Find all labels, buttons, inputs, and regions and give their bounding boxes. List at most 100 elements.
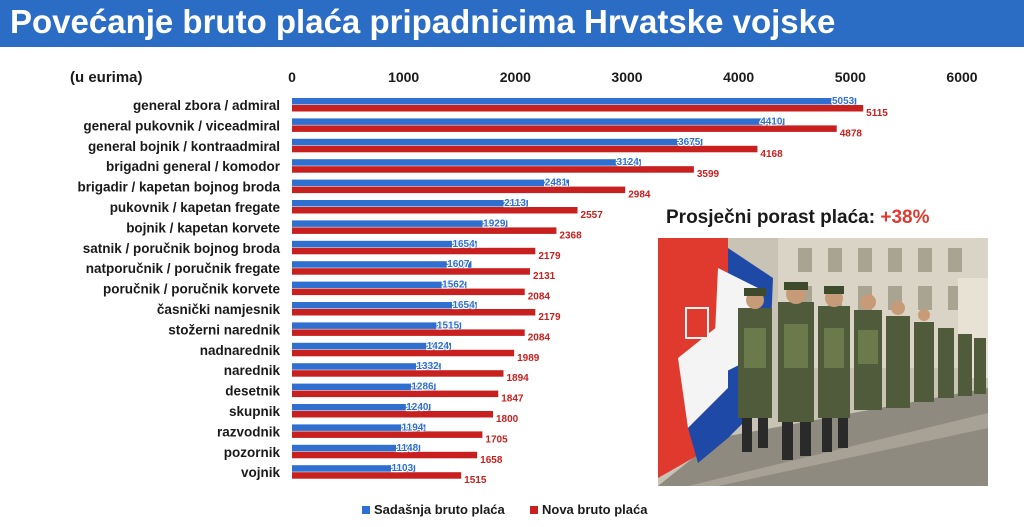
- bar-new: [292, 329, 525, 336]
- value-label-new: 1515: [464, 475, 487, 486]
- bar-new: [292, 268, 530, 275]
- value-label-new: 2179: [538, 251, 561, 262]
- value-label-new: 3599: [697, 169, 720, 180]
- value-label-current: 1929: [483, 218, 506, 229]
- value-label-current: 1515: [437, 320, 460, 331]
- value-label-new: 2084: [528, 332, 551, 343]
- value-label-new: 4168: [760, 149, 783, 160]
- category-label: vojnik: [241, 465, 281, 480]
- value-label-new: 2557: [581, 210, 604, 221]
- value-label-current: 1103: [391, 463, 413, 474]
- value-label-new: 2984: [628, 190, 651, 201]
- bar-new: [292, 105, 864, 112]
- bar-new: [292, 288, 525, 296]
- value-label-current: 5053: [832, 96, 855, 107]
- bar-new: [292, 145, 758, 153]
- bar-current: [292, 138, 703, 146]
- bar-new: [292, 472, 462, 479]
- bar-current: [292, 444, 421, 452]
- average-increase-callout: Prosječni porast plaća: +38%: [666, 207, 929, 229]
- bar-new: [292, 207, 578, 214]
- bar-current: [292, 322, 462, 329]
- x-tick-label: 0: [288, 69, 296, 85]
- value-label-new: 2368: [559, 230, 582, 241]
- x-tick-label: 5000: [835, 69, 866, 85]
- bar-current: [292, 98, 857, 105]
- bar-current: [292, 342, 452, 350]
- category-label: narednik: [224, 363, 281, 378]
- value-label-new: 1894: [506, 373, 529, 384]
- value-label-new: 1705: [485, 434, 508, 445]
- category-label: brigadir / kapetan bojnog broda: [77, 180, 280, 195]
- bar-new: [292, 390, 499, 398]
- value-label-new: 4878: [840, 128, 863, 139]
- category-label: nadnarednik: [200, 343, 281, 358]
- category-label: skupnik: [229, 404, 281, 419]
- value-label-new: 5115: [866, 108, 888, 119]
- bar-current: [292, 220, 508, 227]
- bar-new: [292, 186, 626, 194]
- value-label-current: 1654: [452, 300, 475, 311]
- category-label: satnik / poručnik bojnog broda: [83, 241, 281, 256]
- value-label-new: 1800: [496, 414, 519, 425]
- bar-current: [292, 118, 785, 125]
- category-label: pozornik: [224, 445, 281, 460]
- bar-current: [292, 424, 426, 431]
- category-label: general zbora / admiral: [133, 98, 280, 113]
- value-label-current: 3675: [678, 137, 701, 148]
- salary-bar-chart: (u eurima) 0 1000 2000 3000 4000 5000 6000 gene…: [70, 69, 978, 517]
- category-label: stožerni narednik: [168, 322, 280, 337]
- bar-current: [292, 363, 441, 370]
- x-tick-label: 1000: [388, 69, 419, 85]
- callout-value: +38%: [880, 207, 930, 228]
- bar-new: [292, 349, 515, 357]
- value-label-current: 1194: [402, 422, 424, 433]
- legend-label: Nova bruto plaća: [542, 502, 648, 517]
- value-label-current: 2481: [545, 178, 568, 189]
- value-label-new: 2131: [533, 271, 556, 282]
- bar-new: [292, 227, 557, 234]
- category-label: desetnik: [225, 384, 280, 399]
- category-label: brigadni general / komodor: [106, 159, 281, 174]
- value-label-current: 1286: [411, 382, 434, 393]
- x-tick-label: 3000: [611, 69, 642, 85]
- category-label: bojnik / kapetan korvete: [126, 220, 280, 235]
- bar-new: [292, 125, 837, 132]
- bar-new: [292, 247, 536, 255]
- value-label-current: 4410: [760, 116, 783, 127]
- category-label: general bojnik / kontraadmiral: [88, 139, 280, 154]
- legend-label: Sadašnja bruto plaća: [374, 502, 506, 517]
- value-label-new: 2179: [538, 312, 561, 323]
- x-tick-label: 2000: [500, 69, 531, 85]
- bar-current: [292, 465, 416, 472]
- bar-new: [292, 451, 478, 459]
- unit-label: (u eurima): [70, 69, 143, 86]
- bar-current: [292, 179, 570, 187]
- bar-current: [292, 159, 641, 166]
- x-tick-label: 6000: [946, 69, 977, 85]
- category-label: pukovnik / kapetan fregate: [110, 200, 281, 215]
- title-bar: Povećanje bruto plaća pripadnicima Hrvat…: [0, 0, 1024, 47]
- category-label: poručnik / poručnik korvete: [103, 282, 281, 297]
- category-label: časnički namjesnik: [157, 302, 281, 317]
- bar-current: [292, 261, 472, 268]
- bar-new: [292, 431, 483, 438]
- value-label-current: 2113: [504, 198, 526, 209]
- bar-new: [292, 370, 504, 377]
- value-label-current: 1562: [442, 280, 465, 291]
- value-label-current: 1424: [427, 341, 450, 352]
- soldiers-photo: [658, 238, 988, 486]
- legend-swatch: [362, 506, 370, 514]
- bar-current: [292, 281, 467, 289]
- bar-current: [292, 302, 477, 309]
- value-label-new: 1989: [517, 353, 540, 364]
- bar-current: [292, 240, 477, 248]
- category-label: natporučnik / poručnik fregate: [86, 261, 281, 276]
- bar-new: [292, 166, 694, 173]
- value-label-new: 1658: [480, 455, 503, 466]
- category-label: general pukovnik / viceadmiral: [83, 118, 280, 133]
- value-label-current: 1148: [396, 443, 418, 454]
- value-label-current: 1607: [447, 259, 470, 270]
- value-label-current: 3124: [617, 157, 640, 168]
- value-label-new: 2084: [528, 292, 551, 303]
